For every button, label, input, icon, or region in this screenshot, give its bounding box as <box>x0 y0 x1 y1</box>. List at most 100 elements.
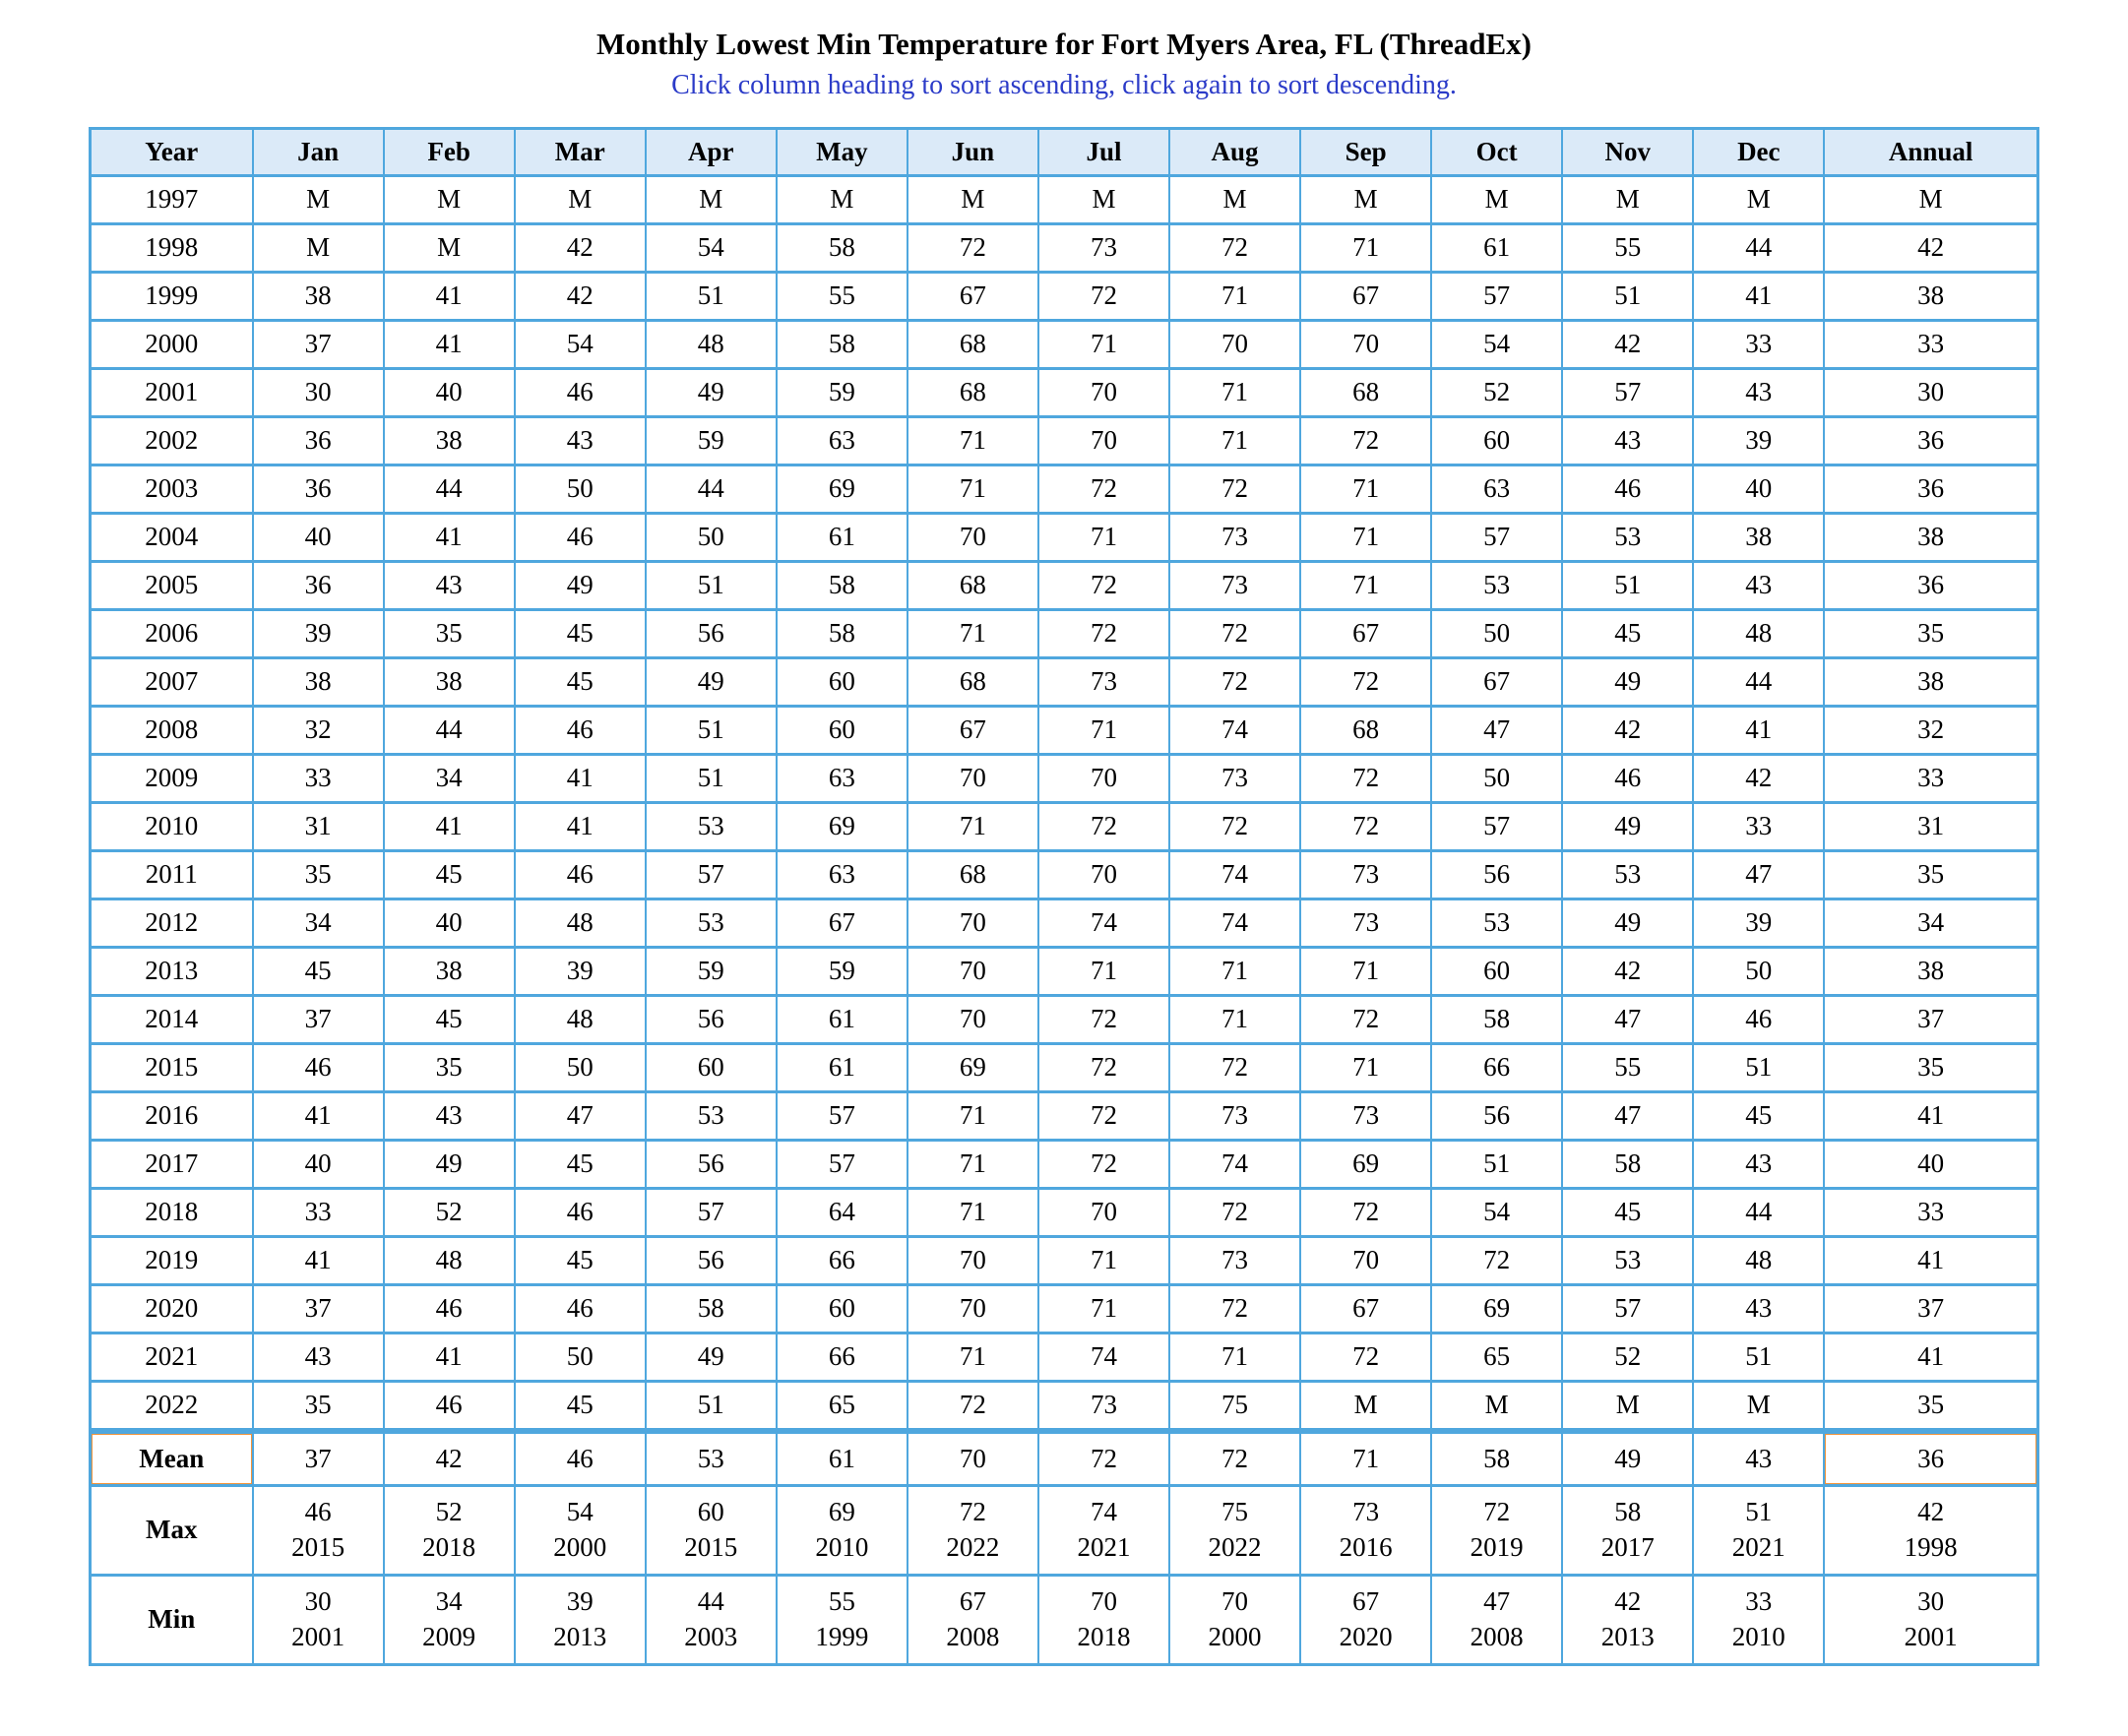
column-header-jan[interactable]: Jan <box>251 126 385 177</box>
monthly-value-cell: 73 <box>1168 559 1302 611</box>
max-year: 2015 <box>291 1531 345 1562</box>
monthly-value-cell: 58 <box>775 318 908 370</box>
monthly-value-cell: 50 <box>1692 945 1826 997</box>
monthly-value-cell: 50 <box>513 463 647 515</box>
min-value: 30 <box>1917 1586 1945 1617</box>
column-header-dec[interactable]: Dec <box>1692 126 1826 177</box>
monthly-value-cell: 33 <box>251 752 385 804</box>
monthly-value-cell: 54 <box>644 221 778 274</box>
monthly-value-cell: 40 <box>251 511 385 563</box>
monthly-value-cell: 63 <box>775 752 908 804</box>
annual-value-cell: 36 <box>1823 559 2039 611</box>
table-row: 2011 35 45 46 57 63 68 70 74 73 56 53 47 35 <box>89 848 2039 900</box>
monthly-value-cell: 71 <box>1168 993 1302 1045</box>
monthly-value-cell: 61 <box>775 511 908 563</box>
monthly-value-cell: 35 <box>382 607 516 659</box>
monthly-value-cell: 71 <box>1036 704 1171 756</box>
monthly-value-cell: 55 <box>1561 221 1695 274</box>
monthly-value-cell: 63 <box>775 414 908 466</box>
column-header-sep[interactable]: Sep <box>1299 126 1433 177</box>
monthly-value-cell: 43 <box>1692 1282 1826 1334</box>
monthly-value-cell: 51 <box>644 752 778 804</box>
column-header-annual[interactable]: Annual <box>1823 126 2039 177</box>
monthly-value-cell: 64 <box>775 1186 908 1238</box>
monthly-value-cell: 53 <box>1561 848 1695 900</box>
monthly-value-cell: 73 <box>1036 1379 1171 1433</box>
monthly-value-cell: 42 <box>1692 752 1826 804</box>
monthly-value-cell: 72 <box>1036 559 1171 611</box>
monthly-value-cell: 50 <box>1430 752 1564 804</box>
annual-value-cell: 38 <box>1823 655 2039 708</box>
monthly-value-cell: 44 <box>644 463 778 515</box>
monthly-value-cell: 47 <box>1692 848 1826 900</box>
monthly-value-cell: 74 <box>1168 704 1302 756</box>
monthly-value-cell: 71 <box>906 1186 1039 1238</box>
table-row: 1997 M M M M M M M M M M M M M <box>89 173 2039 225</box>
monthly-value-cell: 72 <box>1430 1234 1564 1286</box>
monthly-value-cell: 49 <box>644 366 778 418</box>
column-header-year[interactable]: Year <box>89 126 254 177</box>
min-value: 67 <box>1352 1586 1380 1617</box>
monthly-value-cell: 50 <box>644 511 778 563</box>
monthly-value-cell: 73 <box>1168 511 1302 563</box>
monthly-value-cell: 72 <box>1168 607 1302 659</box>
min-value-cell: 30 2001 <box>251 1573 385 1666</box>
monthly-value-cell: 48 <box>1692 1234 1826 1286</box>
monthly-value-cell: 71 <box>1168 270 1302 322</box>
column-header-feb[interactable]: Feb <box>382 126 516 177</box>
min-value-cell: 67 2020 <box>1299 1573 1433 1666</box>
column-header-aug[interactable]: Aug <box>1168 126 1302 177</box>
monthly-value-cell: 60 <box>1430 945 1564 997</box>
min-value-cell: 55 1999 <box>775 1573 908 1666</box>
min-value-cell: 47 2008 <box>1430 1573 1564 1666</box>
monthly-value-cell: 41 <box>1692 270 1826 322</box>
annual-value-cell: M <box>1823 173 2039 225</box>
monthly-value-cell: 73 <box>1168 1234 1302 1286</box>
annual-value-cell: 36 <box>1823 414 2039 466</box>
annual-value-cell: 34 <box>1823 897 2039 949</box>
monthly-value-cell: 46 <box>513 366 647 418</box>
column-header-jul[interactable]: Jul <box>1036 126 1171 177</box>
annual-value-cell: 30 <box>1823 366 2039 418</box>
min-value: 70 <box>1221 1586 1249 1617</box>
monthly-value-cell: 51 <box>644 270 778 322</box>
table-row: 2016 41 43 47 53 57 71 72 73 73 56 47 45 41 <box>89 1089 2039 1142</box>
column-header-may[interactable]: May <box>775 126 908 177</box>
max-label-cell: Max <box>89 1483 254 1577</box>
column-header-mar[interactable]: Mar <box>513 126 647 177</box>
min-year: 2018 <box>1077 1621 1131 1651</box>
column-header-apr[interactable]: Apr <box>644 126 778 177</box>
max-value: 51 <box>1745 1497 1773 1527</box>
monthly-value-cell: 60 <box>644 1041 778 1093</box>
monthly-value-cell: 46 <box>513 1282 647 1334</box>
monthly-value-cell: 55 <box>775 270 908 322</box>
table-row: 2005 36 43 49 51 58 68 72 73 71 53 51 43 36 <box>89 559 2039 611</box>
monthly-value-cell: 39 <box>513 945 647 997</box>
monthly-value-cell: 71 <box>1299 221 1433 274</box>
monthly-value-cell: 70 <box>906 945 1039 997</box>
monthly-value-cell: 33 <box>251 1186 385 1238</box>
column-header-oct[interactable]: Oct <box>1430 126 1564 177</box>
annual-value-cell: 33 <box>1823 1186 2039 1238</box>
orange-highlight-box <box>92 1436 251 1483</box>
max-value-cell: 60 2015 <box>644 1483 778 1577</box>
monthly-value-cell: 71 <box>1299 559 1433 611</box>
year-cell: 2021 <box>89 1331 254 1383</box>
mean-value-cell: 72 <box>1168 1427 1302 1487</box>
monthly-value-cell: 33 <box>1692 800 1826 852</box>
monthly-value-cell: 42 <box>1561 945 1695 997</box>
column-header-jun[interactable]: Jun <box>906 126 1039 177</box>
monthly-value-cell: 41 <box>382 511 516 563</box>
monthly-value-cell: 46 <box>1561 463 1695 515</box>
monthly-value-cell: 32 <box>251 704 385 756</box>
monthly-value-cell: 69 <box>906 1041 1039 1093</box>
annual-value-cell: 32 <box>1823 704 2039 756</box>
column-header-nov[interactable]: Nov <box>1561 126 1695 177</box>
monthly-value-cell: M <box>1168 173 1302 225</box>
monthly-value-cell: 73 <box>1168 752 1302 804</box>
monthly-value-cell: 51 <box>644 559 778 611</box>
monthly-value-cell: 55 <box>1561 1041 1695 1093</box>
annual-value-cell: 41 <box>1823 1234 2039 1286</box>
monthly-value-cell: M <box>1692 1379 1826 1433</box>
monthly-value-cell: M <box>1299 1379 1433 1433</box>
